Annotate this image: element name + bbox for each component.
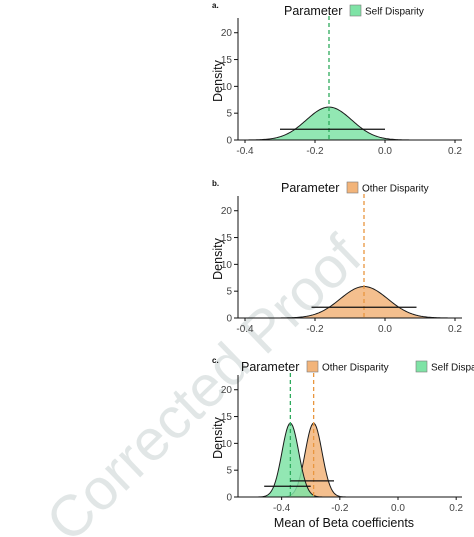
legend: Parameter Self Disparity <box>284 4 424 18</box>
x-tick-label: -0.2 <box>331 503 349 514</box>
x-tick-label: -0.2 <box>306 146 324 157</box>
x-tick-label: -0.4 <box>236 146 254 157</box>
x-tick-label: -0.4 <box>236 324 254 335</box>
y-axis-title: Density <box>211 59 225 101</box>
density-area-0 <box>238 107 462 140</box>
density-area-0 <box>238 286 462 318</box>
panel-label: c. <box>212 356 219 365</box>
y-tick-label: 10 <box>221 260 233 271</box>
legend-title: Parameter <box>241 360 299 374</box>
y-tick-label: 0 <box>226 493 232 504</box>
y-tick-label: 5 <box>226 109 232 120</box>
y-axis-title: Density <box>211 416 225 458</box>
y-tick-label: 5 <box>226 287 232 298</box>
panel-label: b. <box>212 179 219 188</box>
legend-label: Self Disparity <box>365 7 424 18</box>
legend-swatch <box>349 4 362 17</box>
x-tick-label: 0.2 <box>448 146 462 157</box>
legend-swatch <box>346 181 359 194</box>
y-tick-label: 15 <box>221 412 233 423</box>
panel-a: a. Parameter Self Disparity 0 5 10 15 20 -0.4 -0.… <box>211 1 462 157</box>
x-tick-label: -0.2 <box>306 324 324 335</box>
legend-title: Parameter <box>281 181 339 195</box>
y-tick-label: 20 <box>221 385 233 396</box>
y-tick-label: 0 <box>226 314 232 325</box>
y-tick-label: 10 <box>221 82 233 93</box>
x-axis-title: Mean of Beta coefficients <box>274 516 414 530</box>
x-tick-label: 0.0 <box>378 146 392 157</box>
legend: Parameter Other Disparity <box>281 181 429 195</box>
density-area-1 <box>238 423 462 497</box>
x-tick-label: 0.0 <box>391 503 405 514</box>
legend-swatch <box>415 360 428 373</box>
y-tick-label: 0 <box>226 136 232 147</box>
panels: a. Parameter Self Disparity 0 5 10 15 20 -0.4 -0.… <box>211 1 474 530</box>
y-tick-label: 5 <box>226 466 232 477</box>
y-tick-label: 15 <box>221 55 233 66</box>
y-tick-label: 20 <box>221 206 233 217</box>
legend-swatch <box>306 360 319 373</box>
y-axis-title: Density <box>211 237 225 279</box>
legend: Parameter Other Disparity Self Disparity <box>241 360 474 374</box>
legend-label: Self Disparity <box>431 363 474 374</box>
y-tick-label: 20 <box>221 28 233 39</box>
x-tick-label: -0.4 <box>273 503 291 514</box>
panel-label: a. <box>212 1 219 10</box>
legend-title: Parameter <box>284 4 342 18</box>
legend-label: Other Disparity <box>362 184 429 195</box>
y-tick-label: 15 <box>221 233 233 244</box>
y-tick-label: 10 <box>221 439 233 450</box>
panel-c: c. Parameter Other Disparity Self Disparity… <box>211 356 474 530</box>
x-tick-label: 0.2 <box>448 324 462 335</box>
legend-label: Other Disparity <box>322 363 389 374</box>
x-tick-label: 0.2 <box>449 503 463 514</box>
panel-b: b. Parameter Other Disparity 0 5 10 15 20 -0.4 -0… <box>211 179 462 335</box>
x-tick-label: 0.0 <box>378 324 392 335</box>
